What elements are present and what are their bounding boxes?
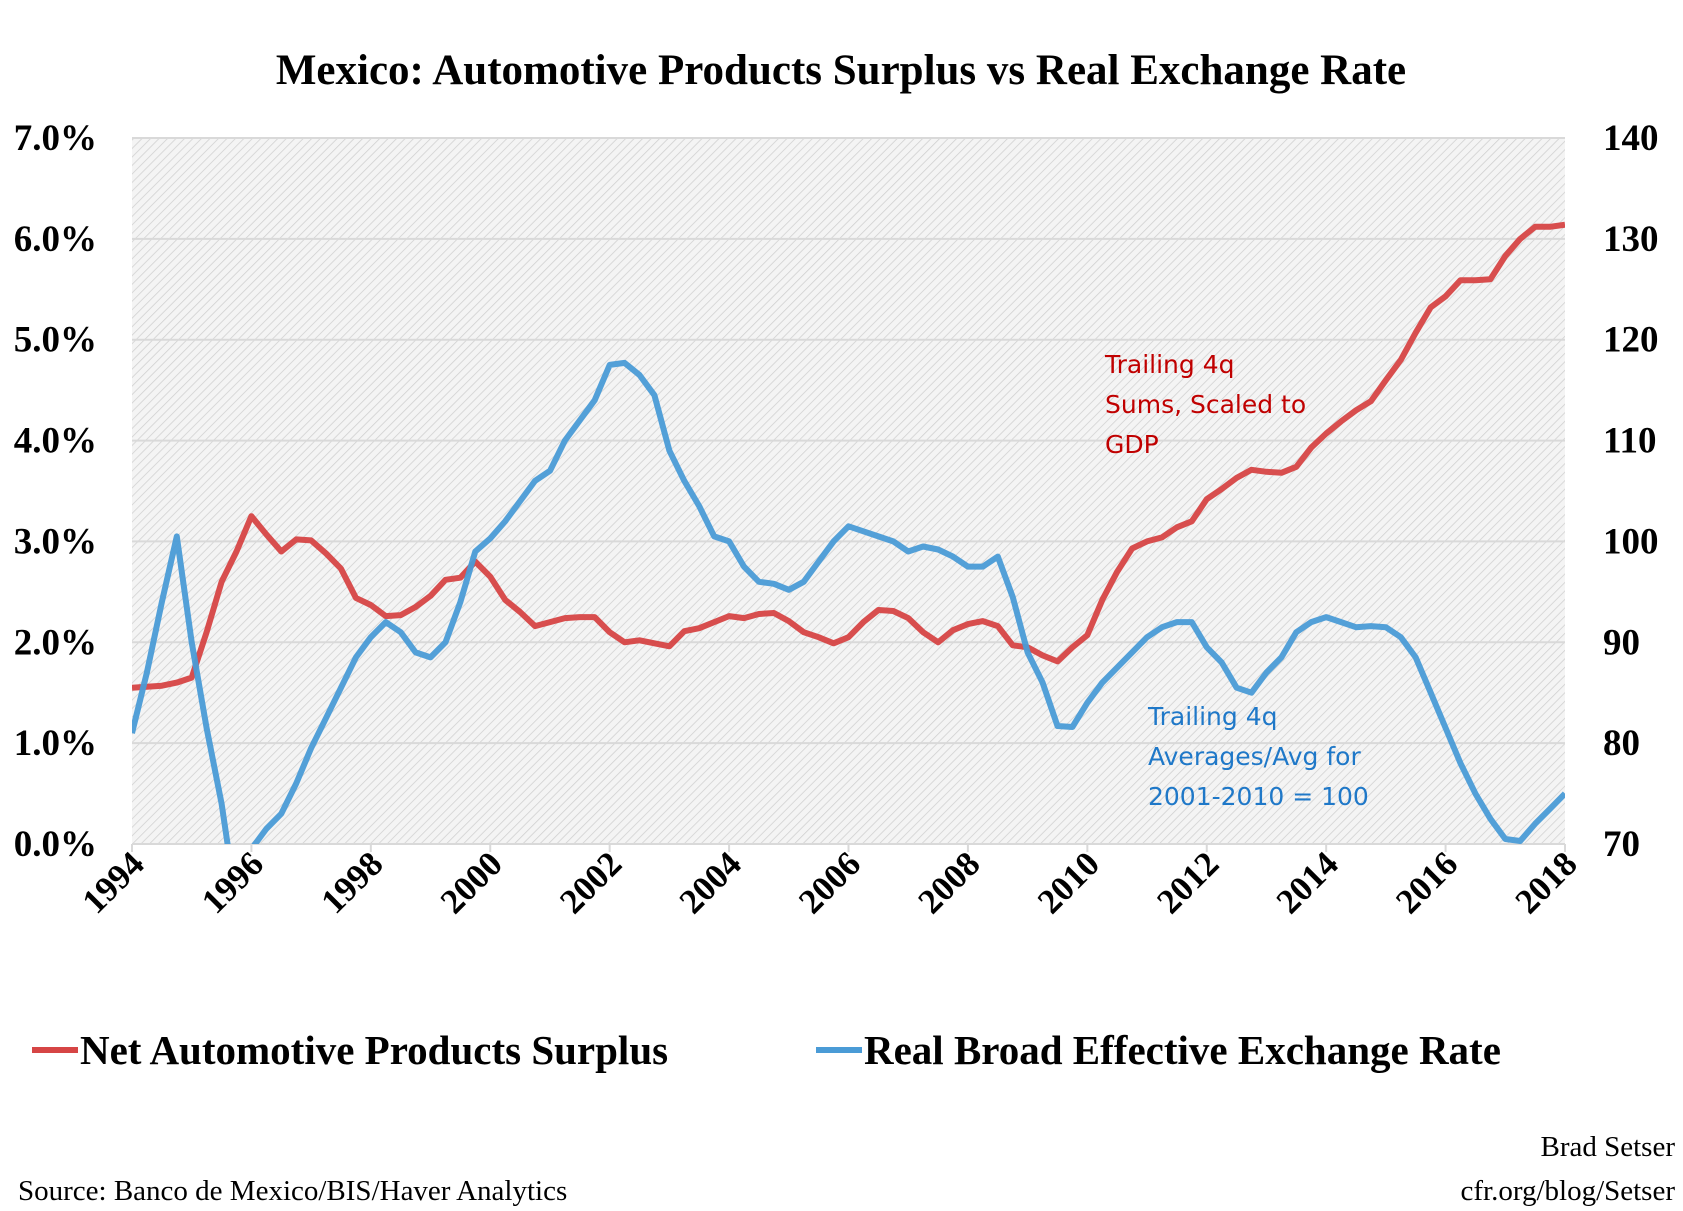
source-note: Source: Banco de Mexico/BIS/Haver Analyt… (18, 1175, 567, 1207)
series-line-exchange-rate (132, 359, 1565, 844)
annotation-text: GDP (1105, 430, 1159, 459)
y-left-tick-label: 1.0% (14, 723, 97, 764)
y-right-tick-label: 130 (1603, 219, 1659, 260)
annotation-text: Trailing 4q (1147, 702, 1277, 731)
plot-area (132, 138, 1565, 844)
legend-label-surplus: Net Automotive Products Surplus (80, 1027, 668, 1073)
annotation-text: Trailing 4q (1104, 350, 1234, 379)
y-left-tick-label: 4.0% (14, 421, 97, 462)
y-left-tick-label: 5.0% (14, 320, 97, 361)
x-tick-label: 2002 (552, 844, 629, 921)
y-right-tick-label: 80 (1603, 723, 1640, 764)
annotation-text: 2001-2010 = 100 (1148, 782, 1369, 811)
credit-url: cfr.org/blog/Setser (1460, 1175, 1675, 1207)
x-tick-label: 1996 (194, 844, 271, 921)
y-left-tick-label: 0.0% (14, 824, 97, 865)
y-right-tick-label: 100 (1603, 521, 1659, 562)
y-right-tick-label: 120 (1603, 320, 1659, 361)
annotation-text: Averages/Avg for (1148, 742, 1361, 771)
y-left-tick-label: 6.0% (14, 219, 97, 260)
legend-label-exchange-rate: Real Broad Effective Exchange Rate (864, 1027, 1501, 1073)
y-right-tick-label: 110 (1603, 421, 1656, 462)
x-tick-label: 1998 (313, 844, 390, 921)
x-tick-label: 2004 (672, 844, 749, 921)
x-tick-label: 2006 (791, 844, 868, 921)
x-tick-label: 2008 (910, 844, 987, 921)
credit-author: Brad Setser (1541, 1131, 1676, 1163)
x-tick-label: 2000 (433, 844, 510, 921)
legend: Net Automotive Products Surplus Real Bro… (32, 1027, 1501, 1073)
series-line-surplus (132, 221, 1565, 691)
y-right-tick-label: 140 (1603, 118, 1659, 159)
y-right-tick-label: 70 (1603, 824, 1640, 865)
x-tick-label: 2016 (1388, 844, 1465, 921)
x-tick-label: 2014 (1269, 844, 1346, 921)
y-left-tick-label: 7.0% (14, 118, 97, 159)
x-tick-label: 2018 (1508, 844, 1585, 921)
x-tick-label: 2012 (1149, 844, 1226, 921)
chart-title: Mexico: Automotive Products Surplus vs R… (276, 47, 1406, 94)
y-left-tick-label: 3.0% (14, 521, 97, 562)
annotation-text: Sums, Scaled to (1105, 390, 1306, 419)
x-tick-label: 2010 (1030, 844, 1107, 921)
y-left-tick-label: 2.0% (14, 622, 97, 663)
y-right-tick-label: 90 (1603, 622, 1640, 663)
